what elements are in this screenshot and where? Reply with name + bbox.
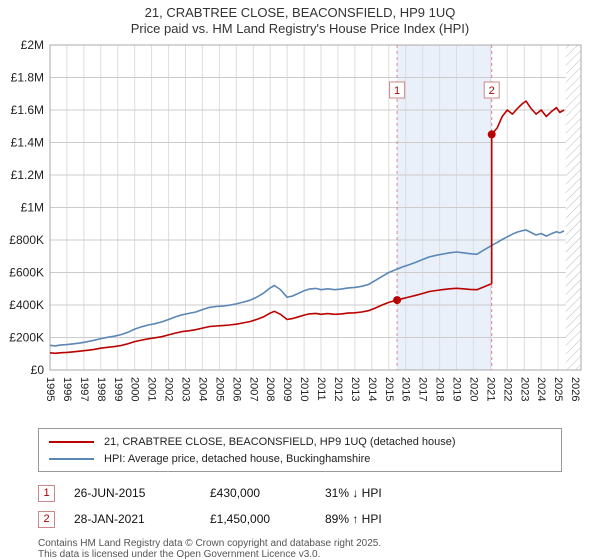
x-tick-label: 2022 xyxy=(501,377,513,401)
sale-row-2: 2 28-JAN-2021 £1,450,000 89% ↑ HPI xyxy=(38,506,562,532)
hpi-line-swatch xyxy=(49,457,94,460)
y-tick-label: £1.4M xyxy=(11,136,44,150)
sale-point-marker xyxy=(487,130,496,139)
x-tick-label: 2018 xyxy=(434,377,446,401)
x-tick-label: 2014 xyxy=(366,377,378,401)
sale-flag-number: 2 xyxy=(489,85,495,97)
y-tick-label: £800K xyxy=(9,233,44,247)
attribution-footer: Contains HM Land Registry data © Crown c… xyxy=(38,538,600,560)
x-tick-label: 2012 xyxy=(332,377,344,401)
x-tick-label: 1995 xyxy=(44,377,56,401)
x-tick-label: 2023 xyxy=(518,377,530,401)
x-tick-label: 2019 xyxy=(451,377,463,401)
x-tick-label: 2021 xyxy=(484,377,496,401)
footer-line-1: Contains HM Land Registry data © Crown c… xyxy=(38,538,382,549)
x-tick-label: 2016 xyxy=(400,377,412,401)
x-tick-label: 1998 xyxy=(95,377,107,401)
x-tick-label: 2009 xyxy=(281,377,293,401)
x-tick-label: 2006 xyxy=(230,377,242,401)
x-tick-label: 2007 xyxy=(247,377,259,401)
sale-2-price: £1,450,000 xyxy=(210,512,271,526)
property-price-line xyxy=(49,100,565,355)
sale-2-hpi-diff: 89% ↑ HPI xyxy=(325,512,382,526)
legend-property-label: 21, CRABTREE CLOSE, BEACONSFIELD, HP9 1U… xyxy=(104,435,456,448)
x-tick-label: 2024 xyxy=(535,377,547,401)
sale-2-number-badge: 2 xyxy=(38,510,55,528)
chart-subtitle: Price paid vs. HM Land Registry's House … xyxy=(130,21,470,36)
x-tick-label: 2026 xyxy=(569,377,581,401)
sale-1-date: 26-JUN-2015 xyxy=(74,486,146,500)
x-tick-label: 1999 xyxy=(112,377,124,401)
y-tick-label: £1.8M xyxy=(11,71,44,85)
legend-hpi-label: HPI: Average price, detached house, Buck… xyxy=(104,452,371,465)
sale-row-1: 1 26-JUN-2015 £430,000 31% ↓ HPI xyxy=(38,480,562,506)
y-tick-label: £1.2M xyxy=(11,168,44,182)
x-tick-label: 2010 xyxy=(298,377,310,401)
y-tick-label: £600K xyxy=(9,266,44,280)
x-tick-label: 2008 xyxy=(264,377,276,401)
x-tick-label: 2025 xyxy=(552,377,564,401)
sale-point-marker xyxy=(393,296,402,305)
hpi-line xyxy=(49,229,565,347)
x-tick-label: 2011 xyxy=(315,377,327,401)
sales-table: 1 26-JUN-2015 £430,000 31% ↓ HPI 2 28-JA… xyxy=(38,480,562,532)
y-tick-label: £2M xyxy=(21,38,44,52)
x-tick-label: 2003 xyxy=(180,377,192,401)
x-tick-label: 2017 xyxy=(417,377,429,401)
x-tick-label: 2002 xyxy=(163,377,175,401)
legend-item-property: 21, CRABTREE CLOSE, BEACONSFIELD, HP9 1U… xyxy=(49,433,551,450)
x-tick-label: 2020 xyxy=(467,377,479,401)
x-tick-label: 2004 xyxy=(196,377,208,401)
chart-legend: 21, CRABTREE CLOSE, BEACONSFIELD, HP9 1U… xyxy=(38,428,562,472)
footer-line-2: This data is licensed under the Open Gov… xyxy=(38,549,321,560)
x-tick-label: 1997 xyxy=(78,377,90,401)
y-tick-label: £0 xyxy=(31,363,45,377)
sale-1-price: £430,000 xyxy=(210,486,261,500)
x-tick-label: 1996 xyxy=(61,377,73,401)
sale-1-hpi-diff: 31% ↓ HPI xyxy=(325,486,382,500)
x-tick-label: 2000 xyxy=(129,377,141,401)
y-tick-label: £200K xyxy=(9,331,44,345)
sale-flag-number: 1 xyxy=(394,85,400,97)
property-line-swatch xyxy=(49,440,94,443)
price-history-chart: £0 £200K £400K £600K £800K £1M £1.2M £1.4M £1.6M… xyxy=(9,38,582,401)
plot-border xyxy=(49,44,582,371)
y-tick-label: £1.6M xyxy=(11,103,44,117)
sale-2-date: 28-JAN-2021 xyxy=(74,512,145,526)
chart-title: 21, CRABTREE CLOSE, BEACONSFIELD, HP9 1U… xyxy=(144,5,456,20)
future-hatch-region xyxy=(565,45,581,370)
legend-item-hpi: HPI: Average price, detached house, Buck… xyxy=(49,450,551,467)
sale-1-number-badge: 1 xyxy=(38,484,55,502)
x-tick-label: 2015 xyxy=(383,377,395,401)
x-tick-label: 2013 xyxy=(349,377,361,401)
x-tick-label: 2005 xyxy=(213,377,225,401)
x-tick-label: 2001 xyxy=(146,377,158,401)
y-tick-label: £1M xyxy=(21,201,44,215)
sale-flag-box xyxy=(483,81,500,99)
y-tick-label: £400K xyxy=(9,298,44,312)
sale-flag-box xyxy=(389,81,406,99)
